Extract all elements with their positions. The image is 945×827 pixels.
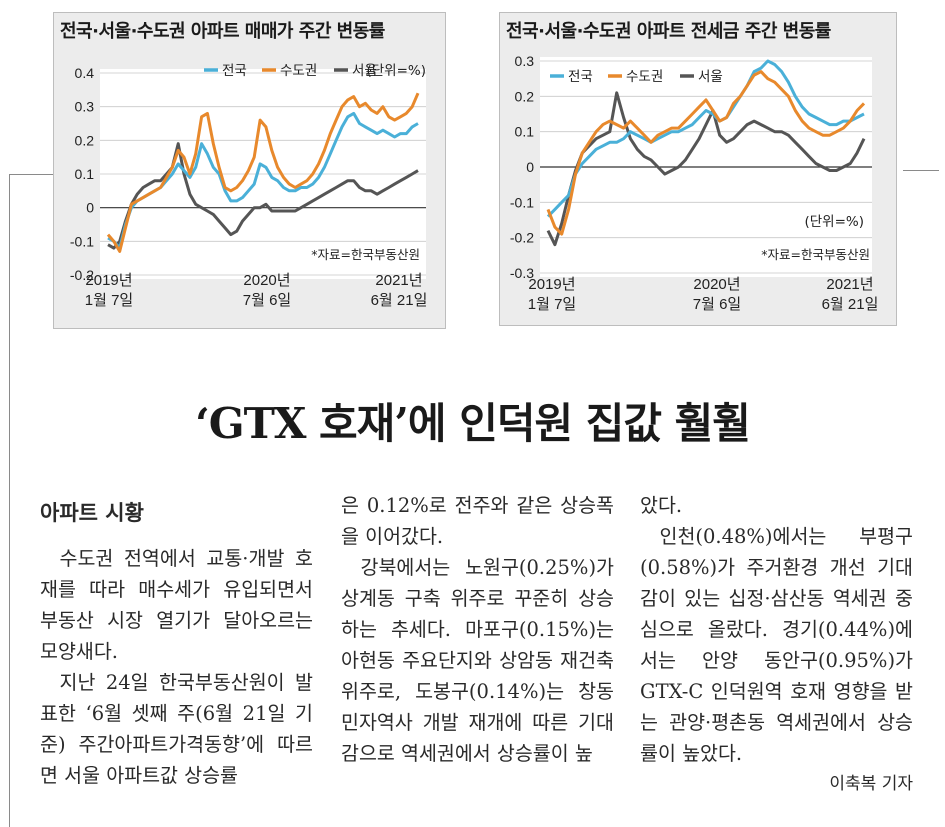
paragraph: 인천(0.48%)에서는 부평구(0.58%)가 주거환경 개선 기대감이 있는…	[640, 525, 913, 765]
chart-sale-price-svg: 0.4 0.3 0.2 0.1 0 -0.1 -0.2 전국 수도권 서울(단위=%) *자료=한국…	[70, 63, 428, 309]
series-line-수도권	[106, 92, 420, 253]
chart-jeonse: 전국·서울·수도권 아파트 전세금 주간 변동률 0.3 0.2 0.1 0 -0.1 -…	[499, 12, 897, 326]
y-tick-label: 0	[86, 200, 94, 216]
y-tick-label: 0.3	[75, 99, 95, 115]
headline: ‘GTX 호재’에 인덕원 집값 훨훨	[195, 399, 751, 448]
y-tick-label: 0.3	[515, 53, 535, 69]
frame-right-horizontal	[903, 170, 939, 171]
legend-label: 수도권	[280, 63, 317, 79]
series-line-서울	[107, 142, 419, 250]
x-tick-label-year: 2020년	[243, 272, 290, 289]
byline: 이축복 기자	[829, 774, 913, 794]
y-tick-label: -0.1	[70, 233, 94, 249]
frame-left-horizontal	[9, 174, 53, 175]
y-tick-label: 0.1	[515, 124, 535, 140]
x-tick-label-year: 2021년	[375, 272, 422, 289]
unit-note: (단위=%)	[366, 63, 426, 79]
source-note: *자료=한국부동산원	[761, 247, 870, 262]
y-tick-label: 0.2	[515, 88, 535, 104]
x-tick-label-year: 2019년	[85, 272, 132, 289]
x-tick-label-date: 6월 21일	[371, 292, 428, 309]
chart-sale-price: 전국·서울·수도권 아파트 매매가 주간 변동률 0.4 0.3 0.2 0.1 0 -0…	[53, 12, 446, 329]
unit-note: (단위=%)	[804, 214, 864, 230]
y-tick-label: -0.2	[70, 267, 94, 283]
article-column-3: 았다. 인천(0.48%)에서는 부평구(0.58%)가 주거환경 개선 기대감…	[640, 490, 913, 800]
legend-label: 서울	[698, 69, 723, 85]
paragraph: 았다.	[640, 494, 683, 517]
y-tick-label: -0.2	[510, 230, 534, 246]
x-tick-label-date: 1월 7일	[85, 292, 133, 309]
y-tick-label: -0.1	[510, 194, 534, 210]
x-tick-label-year: 2019년	[528, 276, 575, 293]
legend-label: 서울	[352, 63, 377, 79]
legend-label: 수도권	[626, 69, 663, 85]
chart-title: 전국·서울·수도권 아파트 전세금 주간 변동률	[506, 21, 831, 42]
paragraph: 강북에서는 노원구(0.25%)가 상계동 구축 위주로 꾸준히 상승하는 추세…	[341, 556, 614, 765]
x-tick-label-year: 2020년	[693, 276, 740, 293]
legend-label: 전국	[222, 63, 247, 79]
x-tick-label-date: 6월 21일	[822, 296, 879, 313]
y-tick-label: 0.2	[75, 132, 95, 148]
chart-title: 전국·서울·수도권 아파트 매매가 주간 변동률	[60, 21, 385, 42]
x-tick-label-date: 7월 6일	[243, 292, 291, 309]
frame-left-vertical	[9, 174, 10, 827]
x-tick-label-date: 1월 7일	[528, 296, 576, 313]
series-line-수도권	[546, 70, 866, 236]
article-column-1: 아파트 시황 수도권 전역에서 교통·개발 호재를 따라 매수세가 유입되면서 …	[40, 490, 313, 791]
series-line-서울	[546, 91, 866, 247]
paragraph: 지난 24일 한국부동산원이 발표한 ‘6월 셋째 주(6월 21일 기준) 주…	[40, 671, 313, 787]
x-tick-label-date: 7월 6일	[693, 296, 741, 313]
x-tick-label-year: 2021년	[826, 276, 873, 293]
paragraph: 은 0.12%로 전주와 같은 상승폭을 이어갔다.	[341, 494, 614, 548]
y-tick-label: 0.1	[75, 166, 95, 182]
source-note: *자료=한국부동산원	[311, 247, 420, 262]
y-tick-label: 0	[526, 159, 534, 175]
paragraph: 수도권 전역에서 교통·개발 호재를 따라 매수세가 유입되면서 부동산 시장 …	[40, 547, 313, 663]
y-tick-label: 0.4	[75, 65, 95, 81]
section-heading: 아파트 시황	[40, 501, 144, 525]
article-column-2: 은 0.12%로 전주와 같은 상승폭을 이어갔다. 강북에서는 노원구(0.2…	[341, 490, 614, 769]
legend-label: 전국	[568, 69, 593, 85]
series-line-전국	[546, 59, 865, 218]
y-tick-label: -0.3	[510, 265, 534, 281]
chart-jeonse-svg: 0.3 0.2 0.1 0 -0.1 -0.2 -0.3 전국 수도권 서울 (단위=%) *자료=한…	[510, 53, 879, 313]
